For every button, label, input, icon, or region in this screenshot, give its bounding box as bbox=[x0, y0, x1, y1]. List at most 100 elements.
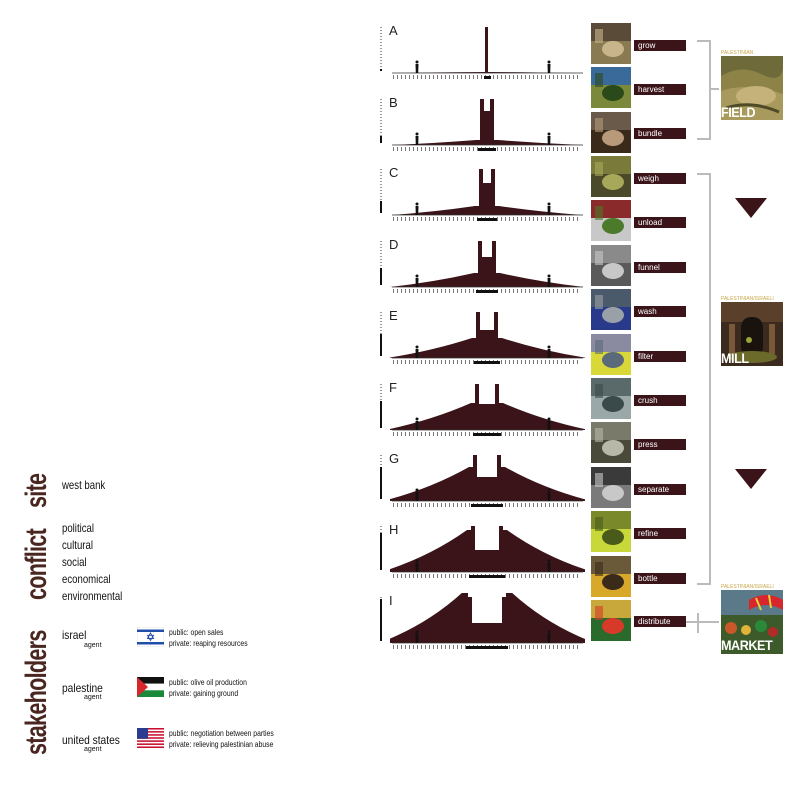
agenda-public: public: negotiation between parties bbox=[169, 729, 274, 738]
usa-flag-icon bbox=[137, 728, 164, 748]
stakeholder-role: agent bbox=[84, 642, 102, 649]
human-figure-icon bbox=[547, 345, 551, 358]
stage-silhouette bbox=[390, 312, 585, 359]
down-arrow-icon bbox=[735, 198, 767, 218]
process-label-wash: wash bbox=[634, 306, 686, 317]
human-figure-icon bbox=[547, 60, 551, 73]
stage-silhouette bbox=[390, 593, 585, 644]
conflict-item: economical bbox=[62, 572, 111, 586]
process-label-filter: filter bbox=[634, 351, 686, 362]
ruler-highlight bbox=[477, 218, 497, 221]
process-label-distribute: distribute bbox=[634, 616, 686, 627]
scale-bar-fill bbox=[380, 268, 382, 285]
field-photo bbox=[721, 56, 783, 120]
human-figure-icon bbox=[415, 630, 419, 643]
mound-shape bbox=[392, 169, 582, 215]
agenda-private: private: gaining ground bbox=[169, 689, 239, 698]
stage-silhouette bbox=[390, 455, 585, 502]
human-figure-icon bbox=[415, 488, 419, 501]
mound-shape bbox=[390, 312, 585, 358]
mound-shape bbox=[397, 27, 577, 73]
scale-bar-fill bbox=[380, 69, 382, 71]
human-figure-icon bbox=[415, 345, 419, 358]
process-label-refine: refine bbox=[634, 528, 686, 539]
scale-bar bbox=[380, 169, 382, 213]
site-value: west bank bbox=[62, 478, 106, 492]
ruler-highlight bbox=[483, 76, 491, 79]
process-photo-filter bbox=[591, 334, 631, 375]
stakeholder-agenda: public: olive oil production private: ga… bbox=[169, 677, 247, 699]
process-photo-grow bbox=[591, 23, 631, 64]
conflict-item: environmental bbox=[62, 589, 123, 603]
stakeholder-agenda: public: negotiation between parties priv… bbox=[169, 728, 274, 750]
heading-stakeholders: stakeholders bbox=[20, 630, 53, 755]
process-label-funnel: funnel bbox=[634, 262, 686, 273]
process-photo-unload bbox=[591, 200, 631, 241]
mound-shape bbox=[390, 384, 585, 430]
stage-letter: C bbox=[389, 165, 399, 180]
process-label-harvest: harvest bbox=[634, 84, 686, 95]
stage-silhouette bbox=[390, 384, 585, 431]
scale-bar bbox=[380, 99, 382, 143]
mound-shape bbox=[390, 526, 585, 572]
stage-letter: A bbox=[389, 23, 398, 38]
human-figure-icon bbox=[547, 559, 551, 572]
scale-bar-fill bbox=[380, 467, 382, 499]
human-figure-icon bbox=[547, 132, 551, 145]
scale-bar bbox=[380, 241, 382, 285]
location-label-mill: MILL bbox=[721, 350, 749, 366]
ruler-highlight bbox=[476, 290, 498, 293]
process-label-separate: separate bbox=[634, 484, 686, 495]
scale-bar-fill bbox=[380, 533, 382, 570]
stage-letter: D bbox=[389, 237, 399, 252]
field-bracket bbox=[697, 40, 711, 140]
location-caption-field: PALESTINIAN bbox=[721, 50, 754, 56]
ruler-highlight bbox=[473, 433, 501, 436]
ruler-highlight bbox=[478, 148, 496, 151]
process-photo-harvest bbox=[591, 67, 631, 108]
human-figure-icon bbox=[415, 274, 419, 287]
process-label-press: press bbox=[634, 439, 686, 450]
stakeholder-name-palestine: palestine bbox=[62, 681, 103, 695]
market-photo bbox=[721, 590, 783, 654]
human-figure-icon bbox=[547, 417, 551, 430]
process-photo-funnel bbox=[591, 245, 631, 286]
mill-photo bbox=[721, 302, 783, 366]
scale-bar-fill bbox=[380, 401, 382, 428]
ruler-highlight bbox=[466, 646, 508, 649]
scale-bar bbox=[380, 27, 382, 71]
agenda-private: private: relieving palestinian abuse bbox=[169, 740, 274, 749]
process-photo-bottle bbox=[591, 556, 631, 597]
location-label-field: FIELD bbox=[721, 104, 756, 120]
human-figure-icon bbox=[415, 60, 419, 73]
process-photo-bundle bbox=[591, 112, 631, 153]
location-caption-mill: PALESTINIAN/ISRAELI bbox=[721, 296, 774, 302]
conflict-item: political bbox=[62, 521, 95, 535]
human-figure-icon bbox=[415, 559, 419, 572]
conflict-item: social bbox=[62, 555, 87, 569]
process-photo-distribute bbox=[591, 600, 631, 641]
process-photo-press bbox=[591, 422, 631, 463]
stage-letter: F bbox=[389, 380, 397, 395]
stage-letter: I bbox=[389, 593, 393, 608]
stage-letter: G bbox=[389, 451, 400, 466]
conflict-list: political cultural social economical env… bbox=[62, 520, 137, 605]
stage-letter: H bbox=[389, 522, 399, 537]
ruler-highlight bbox=[474, 361, 500, 364]
mound-shape bbox=[390, 455, 585, 501]
process-label-grow: grow bbox=[634, 40, 686, 51]
heading-conflict: conflict bbox=[20, 528, 53, 600]
stakeholder-role: agent bbox=[84, 746, 102, 753]
stage-silhouette bbox=[390, 241, 584, 288]
stage-silhouette bbox=[392, 27, 583, 74]
human-figure-icon bbox=[547, 274, 551, 287]
process-label-weigh: weigh bbox=[634, 173, 686, 184]
stage-silhouette bbox=[392, 99, 583, 146]
process-photo-weigh bbox=[591, 156, 631, 197]
scale-bar-fill bbox=[380, 334, 382, 356]
stakeholder-name-united-states: united states bbox=[62, 733, 120, 747]
human-figure-icon bbox=[547, 202, 551, 215]
down-arrow-icon bbox=[735, 469, 767, 489]
human-figure-icon bbox=[547, 630, 551, 643]
stakeholder-role: agent bbox=[84, 694, 102, 701]
